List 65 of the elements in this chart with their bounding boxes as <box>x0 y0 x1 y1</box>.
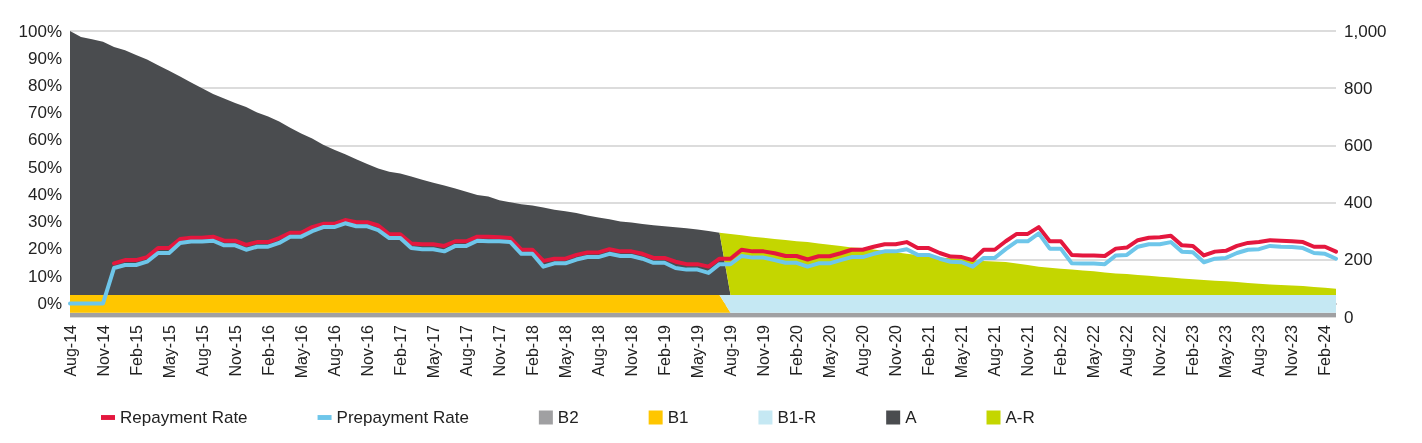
line-series <box>112 218 1338 269</box>
y2-tick-label: 200 <box>1344 250 1373 270</box>
x-tick-label: Nov-14 <box>94 324 112 377</box>
legend-label: B1-R <box>777 408 817 427</box>
y-tick-label: 100% <box>18 21 62 41</box>
x-tick-label: Nov-23 <box>1283 324 1301 377</box>
y2-tick-label: 1,000 <box>1344 21 1387 41</box>
x-tick-label: Aug-18 <box>589 324 607 377</box>
x-tick-label: Nov-17 <box>490 324 508 377</box>
x-tick-label: May-20 <box>821 324 839 379</box>
x-tick-label: Aug-21 <box>986 324 1004 377</box>
x-tick-label: Aug-22 <box>1118 324 1136 377</box>
x-tick-label: Aug-16 <box>325 324 343 377</box>
x-tick-label: Feb-19 <box>655 324 673 376</box>
y-tick-label: 20% <box>27 239 62 259</box>
x-tick-label: Feb-18 <box>523 324 541 376</box>
y-tick-label: 40% <box>27 184 62 204</box>
x-tick-label: Feb-21 <box>920 324 938 376</box>
legend-label: A <box>905 408 918 427</box>
y-tick-label: 0% <box>37 293 62 313</box>
legend-label: Repayment Rate <box>120 408 248 427</box>
x-tick-label: Aug-20 <box>854 324 872 377</box>
line-series <box>68 221 1338 306</box>
x-tick-label: May-17 <box>424 324 442 379</box>
x-tick-label: May-16 <box>292 324 310 379</box>
y-tick-label: 80% <box>27 75 62 95</box>
x-tick-label: Feb-24 <box>1316 324 1334 376</box>
y-tick-label: 90% <box>27 48 62 68</box>
x-tick-label: Nov-16 <box>358 324 376 377</box>
legend-label: B2 <box>557 408 579 427</box>
x-tick-label: Feb-20 <box>788 324 806 376</box>
y2-tick-label: 0 <box>1344 307 1354 327</box>
y2-tick-label: 600 <box>1344 135 1373 155</box>
legend-label: Prepayment Rate <box>336 408 469 427</box>
x-tick-label: Feb-23 <box>1184 324 1202 376</box>
y2-tick-label: 800 <box>1344 78 1373 98</box>
x-tick-label: Feb-16 <box>259 324 277 376</box>
x-tick-label: Feb-22 <box>1052 324 1070 376</box>
x-tick-label: Aug-19 <box>722 324 740 377</box>
x-tick-label: Aug-17 <box>457 324 475 377</box>
y-tick-label: 50% <box>27 157 62 177</box>
x-tick-label: Nov-18 <box>622 324 640 377</box>
y-tick-label: 30% <box>27 212 62 232</box>
x-tick-label: Nov-15 <box>226 324 244 377</box>
x-tick-label: Feb-17 <box>391 324 409 376</box>
x-tick-label: Aug-23 <box>1250 324 1268 377</box>
x-tick-label: Nov-19 <box>755 324 773 377</box>
x-tick-label: May-21 <box>953 324 971 379</box>
x-tick-label: Aug-14 <box>61 324 79 377</box>
y-tick-label: 60% <box>27 130 62 150</box>
x-tick-label: Feb-15 <box>127 324 145 376</box>
x-tick-label: Aug-15 <box>193 324 211 377</box>
x-tick-label: May-22 <box>1085 324 1103 379</box>
x-tick-label: Nov-21 <box>1019 324 1037 377</box>
y2-tick-label: 400 <box>1344 193 1373 213</box>
x-tick-label: May-23 <box>1217 324 1235 379</box>
x-tick-label: Nov-20 <box>887 324 905 377</box>
x-tick-label: May-15 <box>160 324 178 379</box>
legend-label: B1 <box>667 408 689 427</box>
y-tick-label: 70% <box>27 103 62 123</box>
x-tick-label: Nov-22 <box>1151 324 1169 377</box>
x-tick-label: May-18 <box>556 324 574 379</box>
legend-label: A-R <box>1005 408 1035 427</box>
x-tick-label: May-19 <box>689 324 706 379</box>
y-tick-label: 10% <box>27 266 62 286</box>
